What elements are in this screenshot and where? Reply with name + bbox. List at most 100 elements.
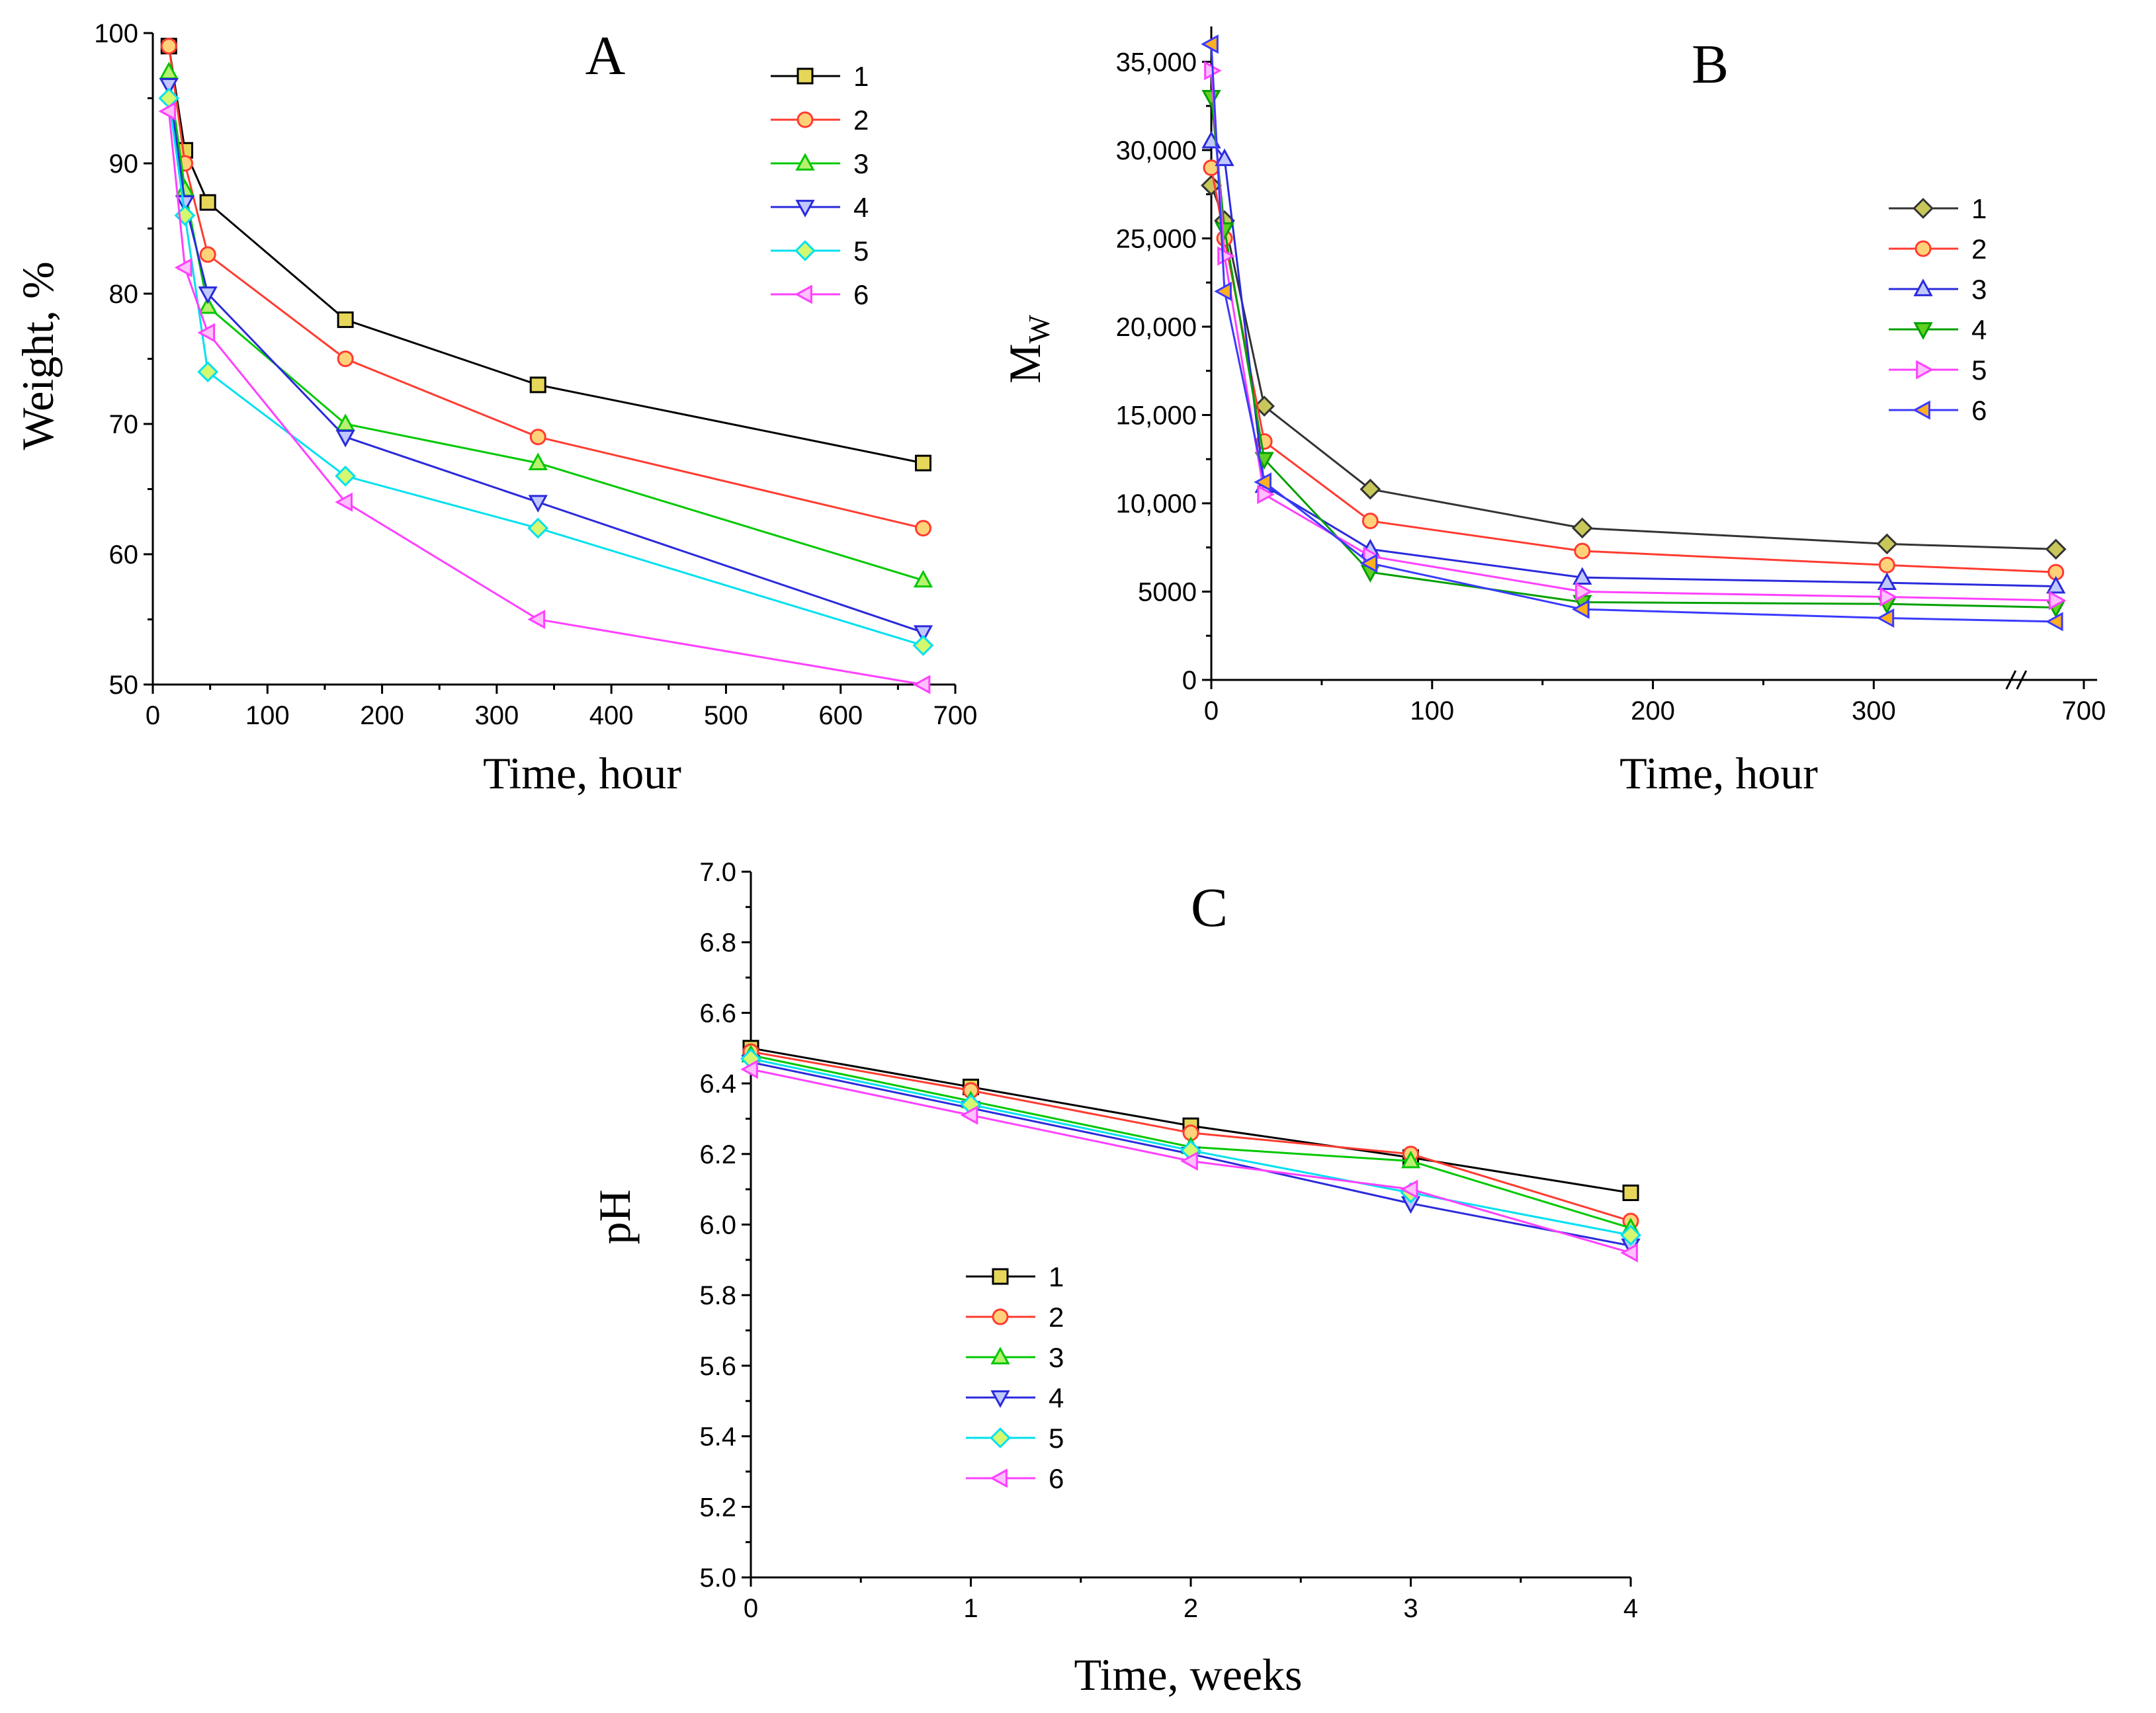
legend-label-2: 2 bbox=[853, 104, 869, 136]
data-point-series-1 bbox=[199, 194, 216, 211]
legend-label-6: 6 bbox=[853, 279, 869, 310]
panel-b-letter: B bbox=[1692, 34, 1729, 95]
legend-marker-4 bbox=[795, 200, 815, 218]
legend-label-3: 3 bbox=[1049, 1342, 1064, 1373]
legend-marker-6 bbox=[1913, 400, 1930, 420]
data-point-series-1 bbox=[914, 454, 931, 472]
panel-a-letter: A bbox=[585, 25, 626, 87]
legend-marker-2 bbox=[797, 111, 814, 128]
x-tick-label: 0 bbox=[1204, 696, 1219, 726]
data-point-series-3 bbox=[528, 452, 548, 470]
data-point-series-5 bbox=[1257, 484, 1275, 505]
data-point-series-5 bbox=[527, 517, 549, 539]
x-tick-label: 0 bbox=[744, 1594, 758, 1623]
chart-panel-b: B 0 5000 10,000 15,000 20,000 25,000 30,000 35,… bbox=[1000, 26, 2106, 798]
legend-label-5: 5 bbox=[853, 235, 869, 267]
x-tick-label: 300 bbox=[474, 701, 519, 730]
data-point-series-1 bbox=[529, 376, 546, 394]
data-point-series-5 bbox=[1574, 581, 1593, 602]
panel-c-ylabel: pH bbox=[589, 1189, 640, 1244]
legend-label-3: 3 bbox=[853, 148, 869, 179]
data-point-series-3 bbox=[159, 62, 179, 79]
legend-label-1: 1 bbox=[853, 61, 869, 92]
y-tick-label: 60 bbox=[109, 540, 139, 569]
data-point-series-4 bbox=[1201, 89, 1221, 108]
x-tick-label: 2 bbox=[1184, 1594, 1198, 1623]
x-tick-label: 4 bbox=[1623, 1594, 1638, 1623]
y-tick-label: 6.2 bbox=[699, 1140, 736, 1169]
data-point-series-5 bbox=[197, 361, 219, 383]
data-point-series-6 bbox=[197, 323, 216, 343]
data-point-series-1 bbox=[2045, 538, 2067, 560]
y-tick-label: 6.0 bbox=[699, 1211, 736, 1240]
y-tick-label: 5.0 bbox=[699, 1564, 736, 1593]
legend-marker-1 bbox=[797, 67, 814, 85]
data-point-series-4 bbox=[913, 625, 933, 643]
data-point-series-6 bbox=[1571, 599, 1590, 619]
data-point-series-4 bbox=[159, 77, 179, 96]
data-point-series-6 bbox=[1359, 554, 1378, 573]
data-point-series-2 bbox=[199, 246, 216, 263]
y-tick-label: 35,000 bbox=[1116, 48, 1197, 77]
data-point-series-2 bbox=[1203, 159, 1220, 177]
y-tick-label: 0 bbox=[1182, 666, 1197, 695]
data-point-series-3 bbox=[198, 296, 218, 314]
y-tick-label: 5.8 bbox=[699, 1281, 736, 1310]
series-line-1 bbox=[167, 46, 924, 464]
legend-marker-6 bbox=[795, 284, 812, 304]
data-point-series-3 bbox=[335, 413, 355, 431]
legend-label-2: 2 bbox=[1049, 1302, 1064, 1333]
y-tick-label: 7.0 bbox=[699, 858, 736, 887]
x-tick-label: 0 bbox=[146, 701, 160, 730]
panel-b-xlabel: Time, hour bbox=[1619, 748, 1818, 798]
y-tick-label: 5.4 bbox=[699, 1423, 736, 1452]
data-point-series-4 bbox=[335, 429, 355, 448]
x-tick-label: 700 bbox=[933, 701, 978, 730]
legend-marker-1 bbox=[992, 1268, 1009, 1285]
data-point-series-6 bbox=[740, 1060, 758, 1079]
x-tick-label: 300 bbox=[1852, 696, 1896, 726]
chart-panel-c: C 5.0 5.2 5.4 5.6 5.8 6.0 6.2 6.4 6.6 6.8 7.0 0 1 2 3 4… bbox=[589, 858, 1641, 1700]
y-tick-label: 30,000 bbox=[1116, 136, 1197, 165]
y-tick-label: 100 bbox=[94, 19, 138, 48]
legend-marker-6 bbox=[990, 1468, 1008, 1488]
legend-label-1: 1 bbox=[1971, 193, 1987, 224]
y-tick-label: 20,000 bbox=[1116, 313, 1197, 342]
legend-label-4: 4 bbox=[853, 192, 869, 223]
data-point-series-6 bbox=[960, 1105, 978, 1125]
legend-marker-4 bbox=[1913, 322, 1933, 340]
y-tick-label: 5.2 bbox=[699, 1493, 736, 1522]
legend-marker-3 bbox=[990, 1347, 1010, 1364]
legend-marker-5 bbox=[1916, 360, 1934, 380]
data-point-series-2 bbox=[337, 351, 354, 367]
data-point-series-6 bbox=[1400, 1179, 1418, 1199]
data-point-series-5 bbox=[2048, 591, 2067, 610]
data-point-series-2 bbox=[1361, 513, 1379, 530]
data-point-series-3 bbox=[1215, 148, 1234, 167]
x-tick-label: 500 bbox=[704, 701, 748, 730]
panel-c-letter: C bbox=[1191, 877, 1228, 939]
data-point-series-6 bbox=[158, 101, 177, 121]
data-point-series-6 bbox=[174, 257, 193, 278]
y-tick-label: 6.4 bbox=[699, 1069, 736, 1099]
series-line-1 bbox=[1210, 185, 2056, 550]
data-point-series-1 bbox=[1254, 396, 1275, 417]
x-tick-label: 100 bbox=[1410, 696, 1454, 726]
data-point-series-3 bbox=[2046, 575, 2066, 594]
legend-marker-2 bbox=[1915, 240, 1932, 257]
x-tick-label: 700 bbox=[2062, 696, 2106, 726]
legend-marker-5 bbox=[990, 1427, 1011, 1448]
data-point-series-2 bbox=[529, 429, 546, 446]
legend-marker-3 bbox=[795, 153, 815, 171]
legend-marker-4 bbox=[990, 1390, 1010, 1408]
legend-label-6: 6 bbox=[1049, 1463, 1064, 1494]
axis-frame bbox=[151, 33, 955, 686]
y-tick-label: 6.8 bbox=[699, 929, 736, 958]
legend-label-2: 2 bbox=[1971, 233, 1987, 265]
legend-label-4: 4 bbox=[1049, 1382, 1064, 1413]
data-point-series-3 bbox=[1401, 1150, 1421, 1169]
data-point-series-6 bbox=[912, 675, 931, 694]
legend-label-3: 3 bbox=[1971, 274, 1987, 305]
axis-break-mark bbox=[2005, 670, 2017, 690]
data-point-series-4 bbox=[175, 195, 195, 213]
